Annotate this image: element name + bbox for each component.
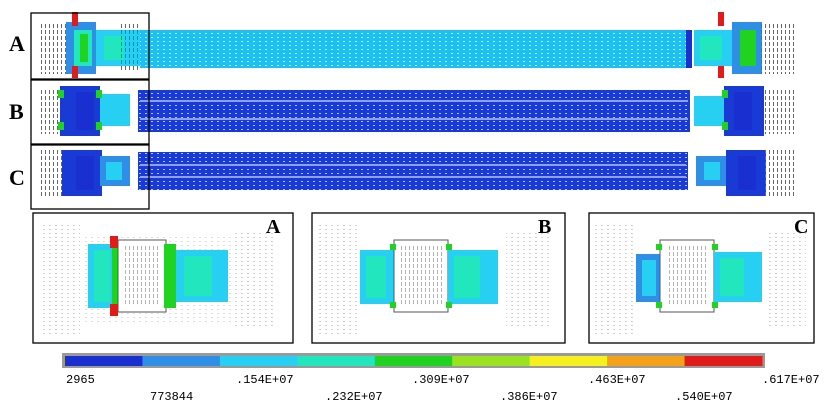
legend-swatch-8 <box>684 356 763 366</box>
row-a-frame <box>30 12 150 80</box>
row-b-left-end <box>36 84 138 138</box>
legend-tick-7: .540E+07 <box>675 390 733 404</box>
row-b-model <box>36 84 796 138</box>
row-c-left-end <box>36 146 138 200</box>
legend-swatch-2 <box>219 356 298 366</box>
row-b-right-end <box>690 84 796 138</box>
row-c-right-end <box>688 146 796 200</box>
zoom-panel-c <box>588 212 815 344</box>
legend-swatch-5 <box>452 356 531 366</box>
zoom-panel-b <box>311 212 566 344</box>
row-label-c: C <box>9 165 25 190</box>
row-b-frame <box>30 79 150 145</box>
legend-swatch-1 <box>142 356 221 366</box>
row-c-model <box>36 146 796 200</box>
legend-tick-6: .463E+07 <box>588 373 646 387</box>
legend-tick-5: .386E+07 <box>500 390 558 404</box>
legend-swatch-0 <box>65 356 143 366</box>
legend-swatch-6 <box>529 356 608 366</box>
row-a-left-end <box>36 12 140 78</box>
legend-tick-3: .232E+07 <box>325 390 383 404</box>
legend-tick-0: 2965 <box>66 373 95 387</box>
color-legend-bar <box>62 353 765 368</box>
row-a-model <box>36 12 796 78</box>
zoom-label-b: B <box>538 216 552 238</box>
legend-swatch-4 <box>374 356 453 366</box>
legend-tick-2: .154E+07 <box>236 373 294 387</box>
legend-tick-8: .617E+07 <box>762 373 820 387</box>
legend-swatch-3 <box>297 356 376 366</box>
row-a-right-end <box>692 12 796 78</box>
zoom-label-c: C <box>794 216 809 238</box>
row-label-a: A <box>9 31 25 56</box>
legend-swatch-7 <box>607 356 686 366</box>
row-c-frame <box>30 144 150 210</box>
legend-tick-4: .309E+07 <box>412 373 470 387</box>
row-label-b: B <box>9 99 24 124</box>
legend-tick-1: 773844 <box>150 390 194 404</box>
zoom-panel-a <box>32 212 294 344</box>
zoom-label-a: A <box>266 216 281 238</box>
